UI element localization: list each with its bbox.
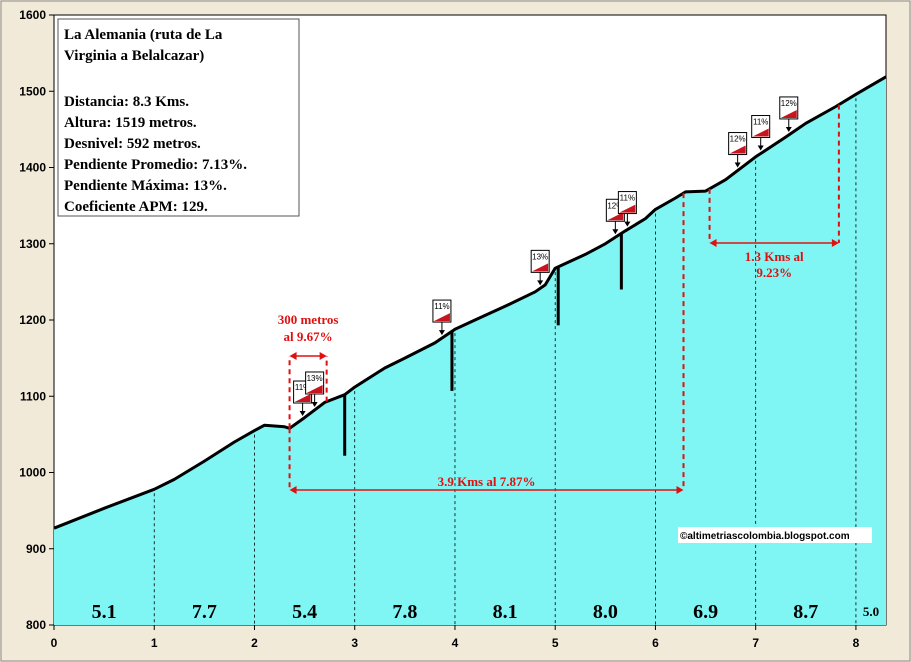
x-tick-label: 0	[51, 636, 58, 650]
segment-gradient-label: 8.7	[793, 601, 818, 623]
axes-layer: 800 900 1000 1100 1200 1300 1400 1500 1600 0 1 2 3 4 5…	[19, 8, 859, 650]
dim-right-arrow	[319, 352, 327, 360]
segment-gradient-label: 5.0	[863, 604, 879, 619]
annotation-300m: 300 metros al 9.67%	[278, 312, 339, 429]
segment-gradient-label: 8.1	[493, 601, 518, 623]
elevation-profile-line	[53, 75, 887, 530]
badge-arrowhead	[757, 145, 764, 151]
info-max-gradient: Pendiente Máxima: 13%.	[64, 178, 227, 194]
info-distance: Distancia: 8.3 Kms.	[64, 94, 189, 110]
gradient-badge-8: 12%	[779, 96, 799, 132]
gradient-badge-2: 11%	[432, 299, 452, 336]
y-tick-label: 1300	[19, 237, 46, 251]
x-tick-label: 8	[853, 636, 860, 650]
gradient-badge-1: 13%	[305, 371, 325, 407]
credit-frame	[678, 527, 872, 543]
badge-label: 13%	[307, 374, 323, 383]
segment-gradient-label: 7.7	[192, 601, 217, 623]
y-tick-label: 1000	[19, 466, 46, 480]
x-tick-label: 7	[752, 636, 759, 650]
badge-arrowhead	[537, 280, 544, 286]
y-tick-label: 1200	[19, 313, 46, 327]
info-height: Altura: 1519 metros.	[64, 115, 197, 131]
x-tick-label: 3	[351, 636, 358, 650]
badge-label: 11%	[620, 194, 635, 203]
segment-gradient-label: 5.1	[92, 601, 117, 623]
badge-arrowhead	[311, 401, 318, 407]
x-tick-label: 2	[251, 636, 258, 650]
annotation-1-3km-line1: 1.3 Kms al	[745, 249, 804, 264]
gradient-badge-6: 12%	[728, 132, 748, 168]
badge-label: 12%	[607, 201, 623, 210]
dim-left-arrow	[709, 239, 717, 247]
x-tick-label: 6	[652, 636, 659, 650]
info-box: La Alemania (ruta de La Virginia a Belal…	[57, 18, 300, 217]
segment-gradient-label: 6.9	[693, 601, 718, 623]
badge-label: 13%	[532, 252, 548, 261]
y-tick-label: 1100	[20, 389, 46, 403]
badge-slope-icon	[607, 212, 624, 221]
annotation-1-3km: 1.3 Kms al9.23%	[708, 104, 840, 280]
x-tick-label: 4	[452, 636, 459, 650]
badge-slope-icon	[532, 263, 549, 272]
badge-arrowhead	[438, 330, 445, 336]
annotation-300m-line2: al 9.67%	[284, 329, 333, 344]
segment-gradient-label: 7.8	[392, 601, 417, 623]
annotation-300m-line1: 300 metros	[278, 312, 339, 327]
badge-slope-icon	[306, 384, 323, 393]
badge-arrowhead	[612, 229, 619, 235]
y-tick-label: 800	[26, 618, 46, 632]
info-title-line2: Virginia a Belalcazar)	[64, 48, 204, 64]
y-tick-label: 1500	[19, 84, 46, 98]
segment-gradient-label: 8.0	[593, 601, 618, 623]
badge-slope-icon	[752, 128, 769, 137]
badge-slope-icon	[780, 109, 797, 118]
info-title-line1: La Alemania (ruta de La	[64, 27, 223, 43]
badge-slope-icon	[433, 313, 450, 322]
gradient-badge-7: 11%	[751, 115, 771, 151]
badge-arrowhead	[299, 411, 306, 417]
x-tick-label: 5	[552, 636, 559, 650]
annotation-3-9km-label: 3.9 Kms al 7.87%	[438, 474, 536, 489]
badge-slope-icon	[619, 204, 636, 213]
badge-label: 11%	[295, 383, 310, 392]
badge-arrowhead	[624, 221, 631, 227]
info-avg-gradient: Pendiente Promedio: 7.13%.	[64, 157, 247, 173]
badge-label: 12%	[730, 135, 746, 144]
gradient-badge-5: 11%	[617, 191, 637, 227]
annotation-3-9km: 3.9 Kms al 7.87%	[288, 193, 685, 494]
info-apm-coefficient: Coeficiente APM: 129.	[64, 199, 208, 215]
badge-label: 12%	[781, 99, 797, 108]
badge-arrowhead	[734, 162, 741, 168]
dim-left-arrow	[289, 352, 297, 360]
credit-text: ©altimetriascolombia.blogspot.com	[680, 531, 850, 542]
info-climb: Desnivel: 592 metros.	[64, 136, 201, 152]
dim-left-arrow	[289, 486, 297, 494]
badge-label: 11%	[753, 118, 768, 127]
badge-slope-icon	[294, 394, 311, 403]
credit-box: ©altimetriascolombia.blogspot.com	[678, 527, 872, 543]
info-box-frame	[57, 18, 300, 217]
dim-right-arrow	[676, 486, 684, 494]
segment-gradient-label: 5.4	[292, 601, 317, 623]
dim-right-arrow	[831, 239, 839, 247]
annotation-1-3km-line2: 9.23%	[756, 265, 792, 280]
plot-layer: 5.1 7.7 5.4 7.8 8.1 8.0 6.9 8.7 5.011%13%11%13%1…	[53, 75, 887, 626]
badge-label: 11%	[434, 302, 449, 311]
gradient-badge-3: 13%	[530, 249, 550, 286]
badge-slope-icon	[729, 145, 746, 154]
y-tick-label: 1400	[19, 161, 46, 175]
y-tick-label: 1600	[19, 8, 46, 22]
y-tick-label: 900	[26, 542, 46, 556]
x-tick-label: 1	[151, 636, 158, 650]
badge-arrowhead	[785, 126, 792, 132]
